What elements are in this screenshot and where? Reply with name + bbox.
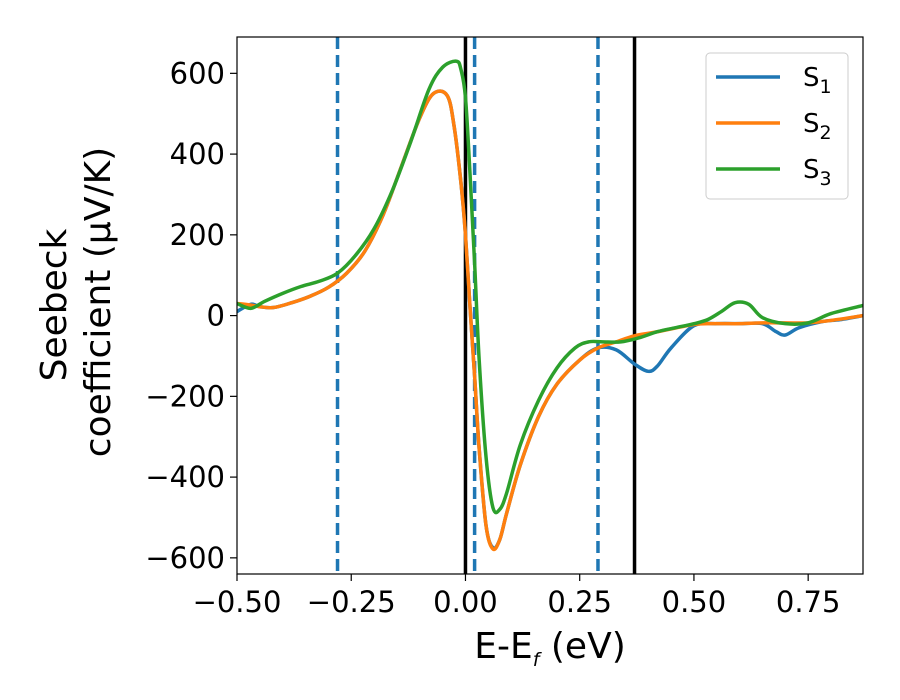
plot-frame	[236, 36, 864, 575]
y-tick-label: 600	[170, 56, 225, 90]
x-tick-label: 0.25	[547, 585, 612, 619]
x-tick-label: 0.50	[662, 585, 727, 619]
legend-label-s1: S1	[803, 63, 832, 98]
x-tick-label: −0.25	[307, 585, 396, 619]
y-tick-label: 200	[170, 218, 225, 252]
series-line-s3	[237, 59, 863, 515]
y-axis-title-line1: Seebeck	[34, 228, 75, 381]
legend: S1 S2 S3	[705, 52, 849, 200]
y-tick-label: −400	[145, 460, 225, 494]
x-tick-label: −0.50	[193, 585, 282, 619]
series-line-s2	[237, 89, 863, 552]
y-tick-label: 0	[207, 299, 225, 333]
legend-label-s3: S3	[803, 155, 832, 190]
x-tick-label: 0.75	[776, 585, 841, 619]
y-axis-title-line2: coefficient (μV/K)	[78, 147, 119, 457]
x-axis-title: E-Ef (eV)	[474, 626, 626, 671]
y-tick-label: 400	[170, 137, 225, 171]
y-tick-label: −600	[145, 541, 225, 575]
y-tick-label: −200	[145, 379, 225, 413]
legend-label-s2: S2	[803, 109, 832, 144]
x-tick-label: 0.00	[433, 585, 498, 619]
legend-box	[705, 52, 849, 200]
